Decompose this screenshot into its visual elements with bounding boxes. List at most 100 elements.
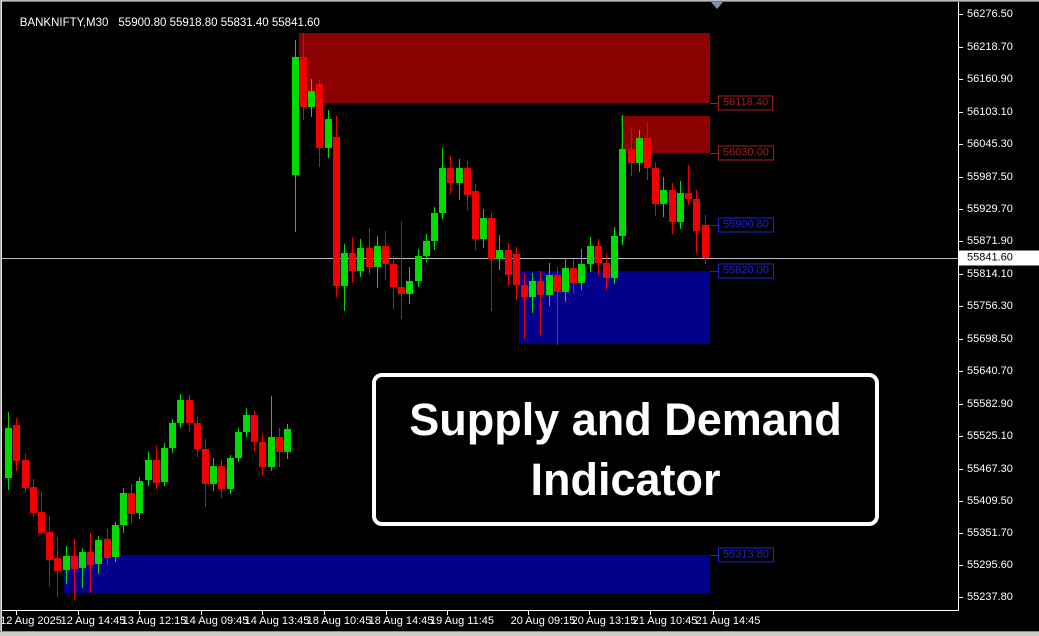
candle-body [202,449,209,484]
candle-body [349,252,356,271]
candle-body [46,532,53,560]
price-axis-label: 55525.10 [967,430,1013,443]
price-axis-label: 56103.10 [967,105,1013,118]
banner-line2: Indicator [530,453,721,505]
price-axis-tick [959,241,963,243]
price-axis-tick [959,533,963,535]
candle-body [439,168,446,214]
time-axis-separator [0,610,959,611]
time-axis-tick [386,611,387,615]
candle-body [95,540,102,564]
candle-body [578,263,585,283]
time-axis[interactable]: 12 Aug 2025 12 Aug 14:45 13 Aug 12:15 14 Au… [0,611,1039,631]
candle-body [480,217,487,240]
candle-body [677,193,684,223]
candle-wick [540,270,541,335]
candle-body [243,415,250,433]
candle-body [227,458,234,490]
candle-body [177,399,184,424]
chart-plot[interactable] [0,0,959,611]
candle-body [603,262,610,279]
time-axis-label: 18 Aug 10:45 [306,615,372,627]
candle-body [702,225,709,259]
title-bar: BANKNIFTY,M30 55900.80 55918.80 55831.40 … [7,5,320,41]
banner-line1: Supply and Demand [409,393,842,445]
zone-connector [710,152,718,154]
candle-body [104,538,111,558]
time-axis-tick [528,611,529,615]
candle-body [30,487,37,513]
price-axis-tick [959,564,963,566]
price-axis-label: 55929.70 [967,203,1013,215]
price-axis-label: 55295.60 [967,558,1013,571]
candle-body [63,555,70,570]
candle-body [587,245,594,264]
candle-body [235,432,242,458]
time-axis-tick [78,611,79,615]
price-axis-tick [959,371,963,373]
price-axis-tick [959,144,963,146]
zone-connector [710,103,718,105]
price-axis-tick [959,209,963,210]
zone-price-label: 55820.00 [718,263,774,278]
candle-body [570,268,577,283]
candle-body [374,245,381,268]
candle-body [488,217,495,260]
zone-connector [710,270,718,272]
price-axis-tick [959,111,963,113]
candle-body [693,198,700,232]
time-axis-label: 12 Aug 14:45 [60,615,126,627]
price-axis-tick [959,176,963,178]
price-axis-separator [958,0,959,611]
candle-body [611,235,618,279]
candle-body [357,248,364,271]
price-axis-tick [959,306,963,308]
candle-body [13,424,20,462]
candle-body [521,285,528,298]
price-axis-label: 56276.50 [967,8,1013,21]
price-axis-label: 56218.70 [967,40,1013,53]
time-axis-label: 13 Aug 12:15 [121,615,187,627]
time-axis-label: 14 Aug 09:45 [183,615,249,627]
candle-body [472,190,479,240]
time-axis-label: 21 Aug 10:45 [632,615,698,627]
candle-body [595,245,602,263]
time-axis-tick [324,611,325,615]
candle-wick [491,213,492,311]
price-axis-tick [959,79,963,81]
symbol-period-label: BANKNIFTY,M30 [19,17,109,29]
candle-body [636,138,643,163]
price-axis-label: 56045.30 [967,138,1013,151]
candle-body [268,436,275,467]
candle-body [669,189,676,223]
candle-body [562,268,569,292]
candle-body [423,241,430,256]
candle-wick [524,273,525,339]
candle-body [447,168,454,183]
candle-body [464,168,471,196]
candle-body [145,460,152,481]
price-axis-label: 55698.50 [967,332,1013,345]
zone-labels-layer: 56118.40 56030.00 55820.00 55313.80 55900.80 [710,95,774,563]
candle-body [529,280,536,298]
candle-body [398,287,405,295]
candle-body [218,465,225,490]
price-axis[interactable]: 56276.50 56218.70 56160.90 56103.10 56045.30… [959,0,1039,610]
candle-body [628,149,635,163]
candle-body [366,248,373,268]
candle-body [513,253,520,286]
candle-body [153,460,160,483]
price-axis-label: 55467.30 [967,462,1013,475]
supply-zone [621,116,710,153]
candle-wick [557,267,558,345]
time-axis-label: 19 Aug 11:45 [429,615,495,627]
candle-wick [74,538,75,601]
candle-body [406,280,413,295]
price-axis-label: 56160.90 [967,73,1013,86]
candle-body [71,555,78,570]
candle-body [54,557,61,571]
time-axis-tick [713,611,714,615]
candle-body [300,57,307,107]
scroll-to-end-caret-icon[interactable] [711,2,723,9]
candle-body [112,525,119,557]
